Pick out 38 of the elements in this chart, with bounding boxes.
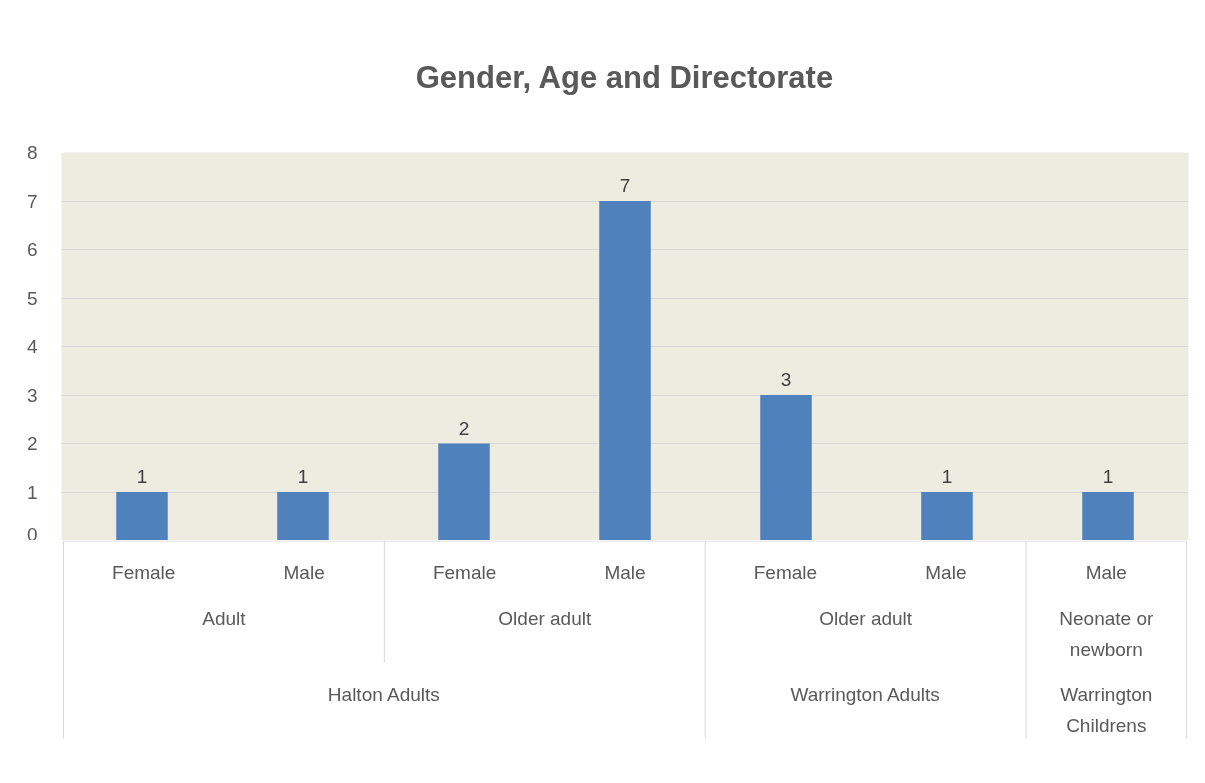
text: Warrington Adults xyxy=(790,683,940,705)
text: Adult xyxy=(202,607,247,629)
text: Halton Adults xyxy=(327,683,440,705)
bar xyxy=(760,395,812,540)
bar xyxy=(438,443,490,540)
y-tick-label: 4 xyxy=(26,336,38,357)
data-label: 1 xyxy=(941,466,953,487)
bar xyxy=(599,201,651,540)
y-tick-label: 8 xyxy=(26,142,38,163)
x-tick-label: Male xyxy=(604,561,646,583)
x-tick-label: Female xyxy=(432,561,497,583)
x-tick-label: Male xyxy=(1085,561,1127,583)
y-tick-label: 6 xyxy=(26,239,38,260)
data-label: 2 xyxy=(458,417,470,439)
bar xyxy=(277,492,329,540)
x-tick-label: Female xyxy=(112,561,176,583)
data-label: 1 xyxy=(136,466,148,487)
y-tick-label: 2 xyxy=(26,433,38,454)
text: Older adult xyxy=(498,607,592,629)
text: Warrington Childrens xyxy=(1060,683,1153,736)
chart-title: Gender, Age and Directorate xyxy=(415,60,834,95)
bar xyxy=(116,492,168,540)
x-tick-label: Female xyxy=(753,561,818,583)
y-tick-label: 5 xyxy=(26,287,38,309)
y-tick-label: 7 xyxy=(26,190,38,212)
bar xyxy=(921,492,973,540)
data-label: 7 xyxy=(619,175,631,196)
data-label: 1 xyxy=(1102,466,1114,487)
data-label: 1 xyxy=(297,466,309,487)
y-tick-label: 0 xyxy=(26,523,38,545)
y-tick-label: 1 xyxy=(26,481,38,503)
bar xyxy=(1082,492,1134,540)
data-label: 3 xyxy=(780,369,792,390)
text: Older adult xyxy=(819,607,913,629)
x-tick-label: Male xyxy=(925,561,967,583)
y-tick-label: 3 xyxy=(26,384,38,406)
text: Neonate or newborn xyxy=(1059,607,1154,660)
x-tick-label: Male xyxy=(283,561,325,583)
